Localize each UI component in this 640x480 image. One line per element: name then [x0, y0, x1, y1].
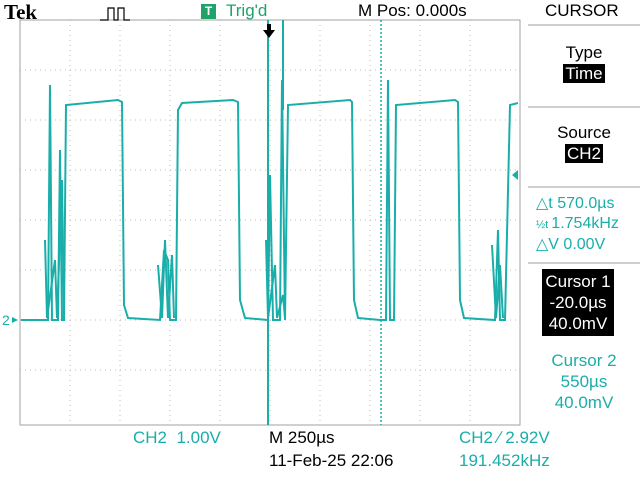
cursor-measurements: △t 570.0µs ½t 1.754kHz △V 0.00V — [528, 194, 640, 255]
trigger-frequency-readout: 191.452kHz — [459, 451, 550, 471]
cursor-1-menu-button[interactable]: Cursor 1 -20.0µs 40.0mV — [541, 268, 615, 337]
menu-divider — [528, 186, 640, 188]
acquisition-pulse-icon — [100, 8, 130, 20]
cursor-1-label: Cursor 1 — [542, 271, 614, 292]
cursor-2-time: 550µs — [528, 371, 640, 392]
trigger-icon: T — [201, 4, 216, 19]
delta-v-icon: △V — [536, 236, 563, 253]
menu-title: CURSOR — [545, 1, 619, 21]
menu-divider — [528, 262, 640, 264]
timebase-readout: M 250µs — [269, 428, 335, 448]
source-value: CH2 — [565, 144, 603, 163]
trigger-position-marker — [263, 30, 275, 38]
cursor-1-time: -20.0µs — [542, 292, 614, 313]
trigger-setting-readout: CH2 ∕ 2.92V — [459, 428, 550, 448]
source-menu-button[interactable]: Source CH2 — [528, 122, 640, 164]
cursor-2-voltage: 40.0mV — [528, 392, 640, 413]
datetime-readout: 11-Feb-25 22:06 — [269, 451, 393, 471]
ch2-ground-arrow-icon — [12, 317, 18, 323]
cursor-2-label: Cursor 2 — [528, 350, 640, 371]
ch2-ground-marker: 2 — [2, 312, 10, 328]
menu-divider — [528, 106, 640, 108]
delta-v-readout: △V 0.00V — [536, 235, 640, 255]
one-over-delta-t-icon: ½t — [536, 219, 551, 231]
cursor-1-voltage: 40.0mV — [542, 313, 614, 334]
menu-divider — [528, 24, 640, 26]
cursor-2-menu-button[interactable]: Cursor 2 550µs 40.0mV — [528, 350, 640, 413]
type-label: Type — [528, 42, 640, 63]
source-label: Source — [528, 122, 640, 143]
delta-t-readout: △t 570.0µs — [536, 194, 640, 214]
delta-t-icon: △t — [536, 195, 557, 212]
ch2-scale-readout: CH2 1.00V — [133, 428, 221, 448]
type-menu-button[interactable]: Type Time — [528, 42, 640, 84]
frequency-readout: ½t 1.754kHz — [536, 214, 640, 235]
horizontal-position-readout: M Pos: 0.000s — [358, 1, 467, 21]
trigger-marker-stem — [267, 24, 271, 30]
brand-logo: Tek — [4, 0, 37, 25]
type-value: Time — [563, 64, 604, 83]
trigger-level-marker — [512, 170, 518, 180]
trigger-status: Trig'd — [226, 1, 267, 21]
